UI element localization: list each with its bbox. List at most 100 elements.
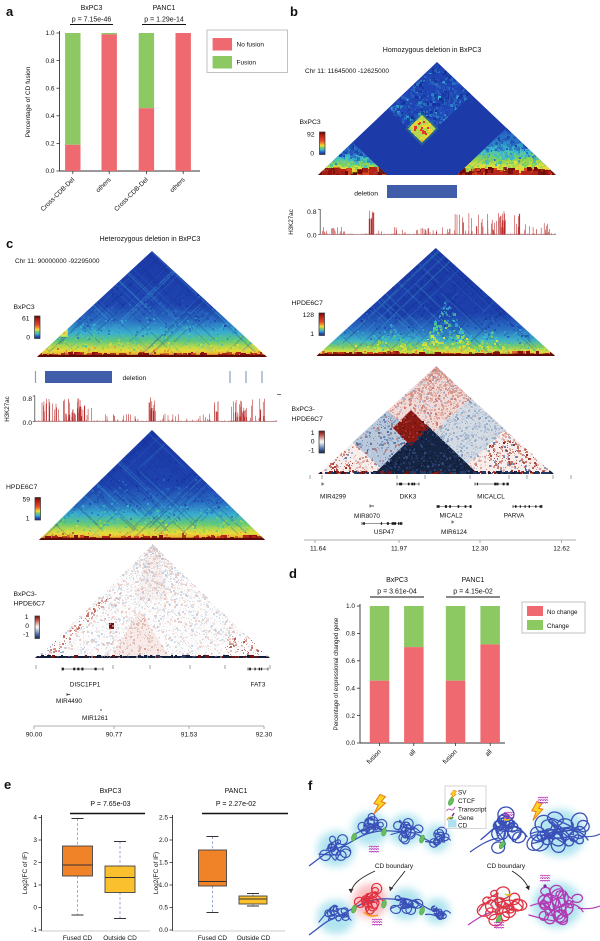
svg-text:BxPC3: BxPC3 bbox=[100, 788, 122, 795]
svg-text:0.5: 0.5 bbox=[159, 905, 168, 912]
svg-text:0.6: 0.6 bbox=[346, 658, 355, 665]
svg-text:CD boundary: CD boundary bbox=[487, 863, 526, 870]
svg-text:1.0: 1.0 bbox=[346, 603, 355, 610]
svg-text:0.6: 0.6 bbox=[45, 85, 54, 92]
svg-text:91.53: 91.53 bbox=[181, 732, 198, 739]
svg-text:0: 0 bbox=[25, 623, 29, 630]
svg-text:92.30: 92.30 bbox=[256, 732, 273, 739]
svg-text:BxPC3: BxPC3 bbox=[14, 304, 35, 311]
svg-text:BxPC3-: BxPC3- bbox=[14, 591, 37, 598]
svg-text:Log2(FC of IF): Log2(FC of IF) bbox=[153, 852, 160, 894]
svg-text:12.62: 12.62 bbox=[553, 546, 570, 553]
svg-text:p = 7.15e-46: p = 7.15e-46 bbox=[72, 17, 112, 24]
svg-text:MIR8070: MIR8070 bbox=[354, 513, 380, 520]
svg-text:2.0: 2.0 bbox=[159, 837, 168, 844]
svg-text:HPDE6C7: HPDE6C7 bbox=[292, 416, 324, 423]
svg-text:0: 0 bbox=[310, 151, 314, 158]
svg-text:FAT3: FAT3 bbox=[251, 682, 266, 689]
svg-text:MIR6124: MIR6124 bbox=[441, 529, 467, 536]
svg-text:c: c bbox=[6, 236, 13, 251]
svg-text:1: 1 bbox=[33, 882, 37, 889]
svg-text:p = 4.15e-02: p = 4.15e-02 bbox=[453, 589, 493, 596]
svg-text:Change: Change bbox=[547, 623, 570, 630]
svg-text:-1: -1 bbox=[31, 927, 37, 934]
svg-text:DISC1FP1: DISC1FP1 bbox=[70, 682, 101, 689]
svg-text:P = 2.27e-02: P = 2.27e-02 bbox=[216, 801, 256, 808]
svg-text:PANC1: PANC1 bbox=[462, 577, 485, 584]
svg-text:HPDE6C7: HPDE6C7 bbox=[6, 484, 38, 491]
svg-text:a: a bbox=[6, 4, 14, 19]
svg-text:0.0: 0.0 bbox=[159, 927, 168, 934]
svg-text:-1: -1 bbox=[23, 632, 29, 639]
svg-text:Fused CD: Fused CD bbox=[63, 935, 93, 941]
svg-text:61: 61 bbox=[22, 316, 30, 323]
svg-text:Transcript: Transcript bbox=[458, 807, 486, 814]
svg-text:Chr 11: 90000000 -92295000: Chr 11: 90000000 -92295000 bbox=[15, 258, 100, 265]
svg-text:MIR1261: MIR1261 bbox=[82, 715, 108, 722]
svg-text:0.8: 0.8 bbox=[346, 631, 355, 638]
svg-text:59: 59 bbox=[22, 497, 30, 504]
svg-text:b: b bbox=[290, 4, 298, 19]
svg-text:1.0: 1.0 bbox=[45, 30, 54, 37]
svg-text:No fusion: No fusion bbox=[237, 42, 265, 49]
svg-text:No change: No change bbox=[547, 609, 578, 616]
svg-text:CD boundary: CD boundary bbox=[375, 863, 414, 870]
svg-text:2.5: 2.5 bbox=[159, 815, 168, 822]
svg-text:92: 92 bbox=[307, 132, 315, 139]
svg-text:e: e bbox=[4, 777, 11, 792]
svg-text:12.30: 12.30 bbox=[472, 546, 489, 553]
svg-text:HPDE6C7: HPDE6C7 bbox=[14, 601, 46, 608]
svg-text:Outside CD: Outside CD bbox=[237, 935, 271, 941]
svg-text:1: 1 bbox=[25, 614, 29, 621]
svg-text:Log2(FC of IF): Log2(FC of IF) bbox=[22, 852, 29, 894]
svg-text:Gene: Gene bbox=[458, 815, 474, 822]
svg-text:MICALCL: MICALCL bbox=[477, 494, 505, 501]
svg-text:0: 0 bbox=[33, 905, 37, 912]
svg-text:Heterozygous deletion in BxPC3: Heterozygous deletion in BxPC3 bbox=[100, 236, 201, 243]
svg-text:Percentage of CD fusion: Percentage of CD fusion bbox=[25, 66, 32, 137]
svg-text:MIR4490: MIR4490 bbox=[56, 698, 82, 705]
svg-text:BxPC3: BxPC3 bbox=[81, 5, 103, 12]
svg-text:H3K27ac: H3K27ac bbox=[288, 209, 295, 234]
svg-text:SV: SV bbox=[458, 790, 467, 797]
svg-text:Homozygous deletion in BxPC3: Homozygous deletion in BxPC3 bbox=[383, 47, 482, 54]
svg-text:0: 0 bbox=[311, 439, 315, 446]
svg-text:Percentage of expressional cha: Percentage of expressional changed gene bbox=[334, 617, 340, 730]
svg-text:0.2: 0.2 bbox=[45, 141, 54, 148]
svg-text:128: 128 bbox=[303, 312, 315, 319]
svg-text:0.8: 0.8 bbox=[23, 396, 33, 403]
svg-text:MICAL2: MICAL2 bbox=[439, 513, 463, 520]
svg-text:4: 4 bbox=[33, 815, 37, 822]
svg-text:2: 2 bbox=[33, 860, 37, 867]
svg-text:0.4: 0.4 bbox=[346, 685, 355, 692]
svg-text:0.2: 0.2 bbox=[346, 713, 355, 720]
svg-text:1: 1 bbox=[310, 331, 314, 338]
svg-text:HPDE6C7: HPDE6C7 bbox=[292, 300, 324, 307]
svg-text:BxPC3-: BxPC3- bbox=[292, 406, 315, 413]
svg-text:1.0: 1.0 bbox=[159, 882, 168, 889]
svg-text:PANC1: PANC1 bbox=[153, 5, 176, 12]
svg-text:CD: CD bbox=[458, 823, 468, 830]
svg-text:0.0: 0.0 bbox=[346, 740, 355, 747]
svg-text:MIR4299: MIR4299 bbox=[320, 494, 346, 501]
svg-text:1: 1 bbox=[26, 516, 30, 523]
svg-text:0.0: 0.0 bbox=[23, 420, 33, 427]
svg-text:PANC1: PANC1 bbox=[225, 788, 248, 795]
svg-text:0.8: 0.8 bbox=[45, 58, 54, 65]
svg-text:Chr 11: 11645000 -12625000: Chr 11: 11645000 -12625000 bbox=[305, 68, 389, 75]
svg-text:11.64: 11.64 bbox=[310, 546, 326, 553]
svg-text:0: 0 bbox=[26, 335, 30, 342]
svg-text:1.5: 1.5 bbox=[159, 860, 168, 867]
svg-text:USP47: USP47 bbox=[374, 529, 395, 536]
svg-text:P = 7.65e-03: P = 7.65e-03 bbox=[90, 801, 130, 808]
svg-text:0.0: 0.0 bbox=[45, 168, 54, 175]
svg-text:deletion: deletion bbox=[123, 375, 147, 382]
svg-text:deletion: deletion bbox=[354, 191, 378, 198]
svg-text:3: 3 bbox=[33, 837, 37, 844]
svg-text:PARVA: PARVA bbox=[504, 513, 525, 520]
svg-text:DKK3: DKK3 bbox=[400, 494, 417, 501]
svg-text:d: d bbox=[289, 566, 297, 581]
svg-text:90.00: 90.00 bbox=[26, 732, 43, 739]
svg-text:Outside CD: Outside CD bbox=[103, 935, 137, 941]
svg-text:p = 1.29e-14: p = 1.29e-14 bbox=[144, 17, 184, 24]
